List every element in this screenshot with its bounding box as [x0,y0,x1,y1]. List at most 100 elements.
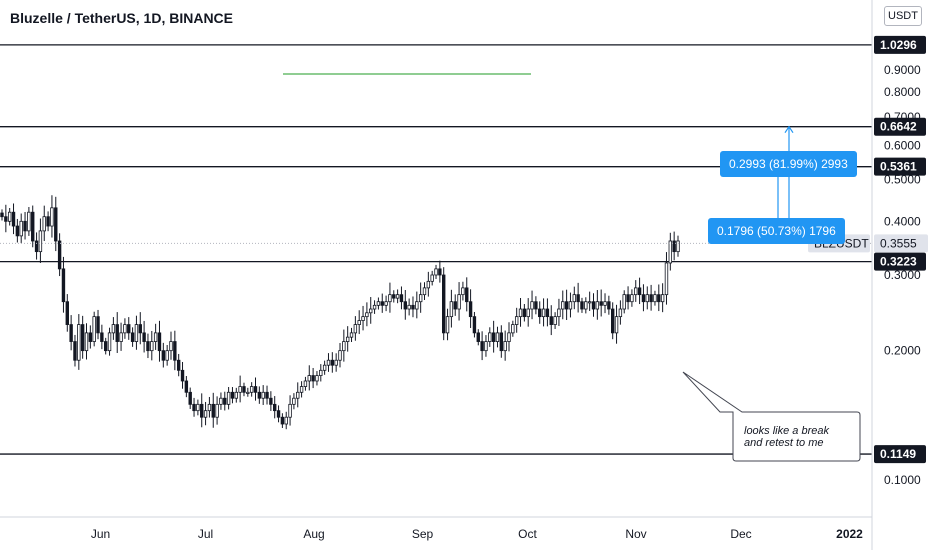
candle-body [376,301,381,306]
candle-body [92,316,96,342]
candle-body [584,301,588,310]
candle-body [119,332,123,342]
candle-body [599,301,603,306]
currency-unit-badge[interactable]: USDT [884,6,922,26]
candles [0,195,680,430]
candle-body [234,391,238,399]
candle-body [296,391,300,399]
candle-body [69,324,73,342]
note-line-2: and retest to me [744,437,824,449]
candle-body [514,316,519,325]
level-tag [874,157,926,176]
candle-body [530,301,534,310]
y-tick-label: 0.6000 [884,139,921,153]
candle-body [595,301,600,310]
candle-body [622,294,626,310]
candle-body [319,369,323,376]
candle-body [522,308,527,318]
candle-body [495,332,500,342]
x-tick-label: Dec [730,527,751,541]
candle-body [564,301,569,310]
candle-body [230,391,235,399]
candle-body [207,403,212,412]
candle-body [130,332,135,342]
candle-body [668,240,673,264]
candle-body [415,301,419,310]
candle-body [518,308,523,318]
candle-body [438,268,442,276]
candle-body [261,391,265,399]
candle-body [545,308,550,318]
candle-body [246,391,250,394]
candle-body [80,324,85,352]
candle-body [284,416,288,425]
candle-body [580,301,584,310]
candle-body [649,294,653,303]
candle-body [326,359,331,366]
candle-body [269,397,273,405]
note-bubble [682,371,861,462]
candle-body [192,403,196,412]
chart-title: Bluzelle / TetherUS, 1D, BINANCE [10,10,234,26]
candle-body [38,230,43,253]
last-price-tag [874,234,928,253]
candle-body [307,375,311,382]
candle-body [664,262,669,296]
candle-body [226,391,231,405]
candle-body [472,316,477,334]
candle-body [384,301,388,306]
candle-body [411,304,415,310]
candle-body [303,380,308,387]
time-axis[interactable]: Jun Jul Aug Sep Oct Nov Dec 2022 [91,527,863,541]
horizontal-levels[interactable] [0,44,872,455]
candle-body [614,316,619,334]
candle-body [242,386,246,393]
candle-body [634,287,638,296]
candle-body [365,312,369,318]
candle-body [561,301,565,310]
candle-body [591,301,596,310]
candle-body [641,294,646,303]
y-tick-label: 0.3000 [884,268,921,282]
candle-body [311,375,315,382]
candle-body [31,211,35,242]
x-tick-label: Sep [412,527,434,541]
candle-body [418,294,423,303]
candle-body [484,341,488,352]
level-tag-text: 0.6642 [880,120,917,134]
candle-body [499,332,504,352]
candle-body [150,341,154,352]
candle-body [395,294,400,299]
candle-body [153,332,158,342]
measure-callout-1[interactable]: 0.1796 (50.73%) 1796 [708,218,845,244]
level-tag-text: 0.5361 [880,160,917,174]
candle-body [388,294,392,303]
level-tag-text: 0.3223 [880,255,917,269]
candle-body [23,220,27,232]
level-tag [874,35,926,54]
candle-body [369,308,373,314]
x-tick-label: Nov [625,527,646,541]
candle-body [157,332,162,352]
candle-body [111,324,116,334]
candle-body [322,364,327,371]
candle-body [534,301,538,310]
candle-body [345,336,350,342]
measure-callout-2-text: 0.2993 (81.99%) 2993 [729,157,848,171]
candle-body [353,324,358,334]
candle-body [142,332,146,342]
candle-body [146,341,150,352]
y-tick-label: 0.5000 [884,173,921,187]
candle-body [127,324,131,334]
candle-body [507,332,511,342]
candle-body [442,274,446,334]
candle-body [211,403,215,418]
level-tag [874,252,926,271]
candle-body [342,341,346,352]
price-axis[interactable]: 0.90000.80000.70000.60000.50000.40000.30… [884,63,921,487]
candle-body [169,341,173,352]
candle-body [611,308,615,334]
measure-callout-2[interactable]: 0.2993 (81.99%) 2993 [720,151,857,177]
x-tick-label: Jul [198,527,213,541]
